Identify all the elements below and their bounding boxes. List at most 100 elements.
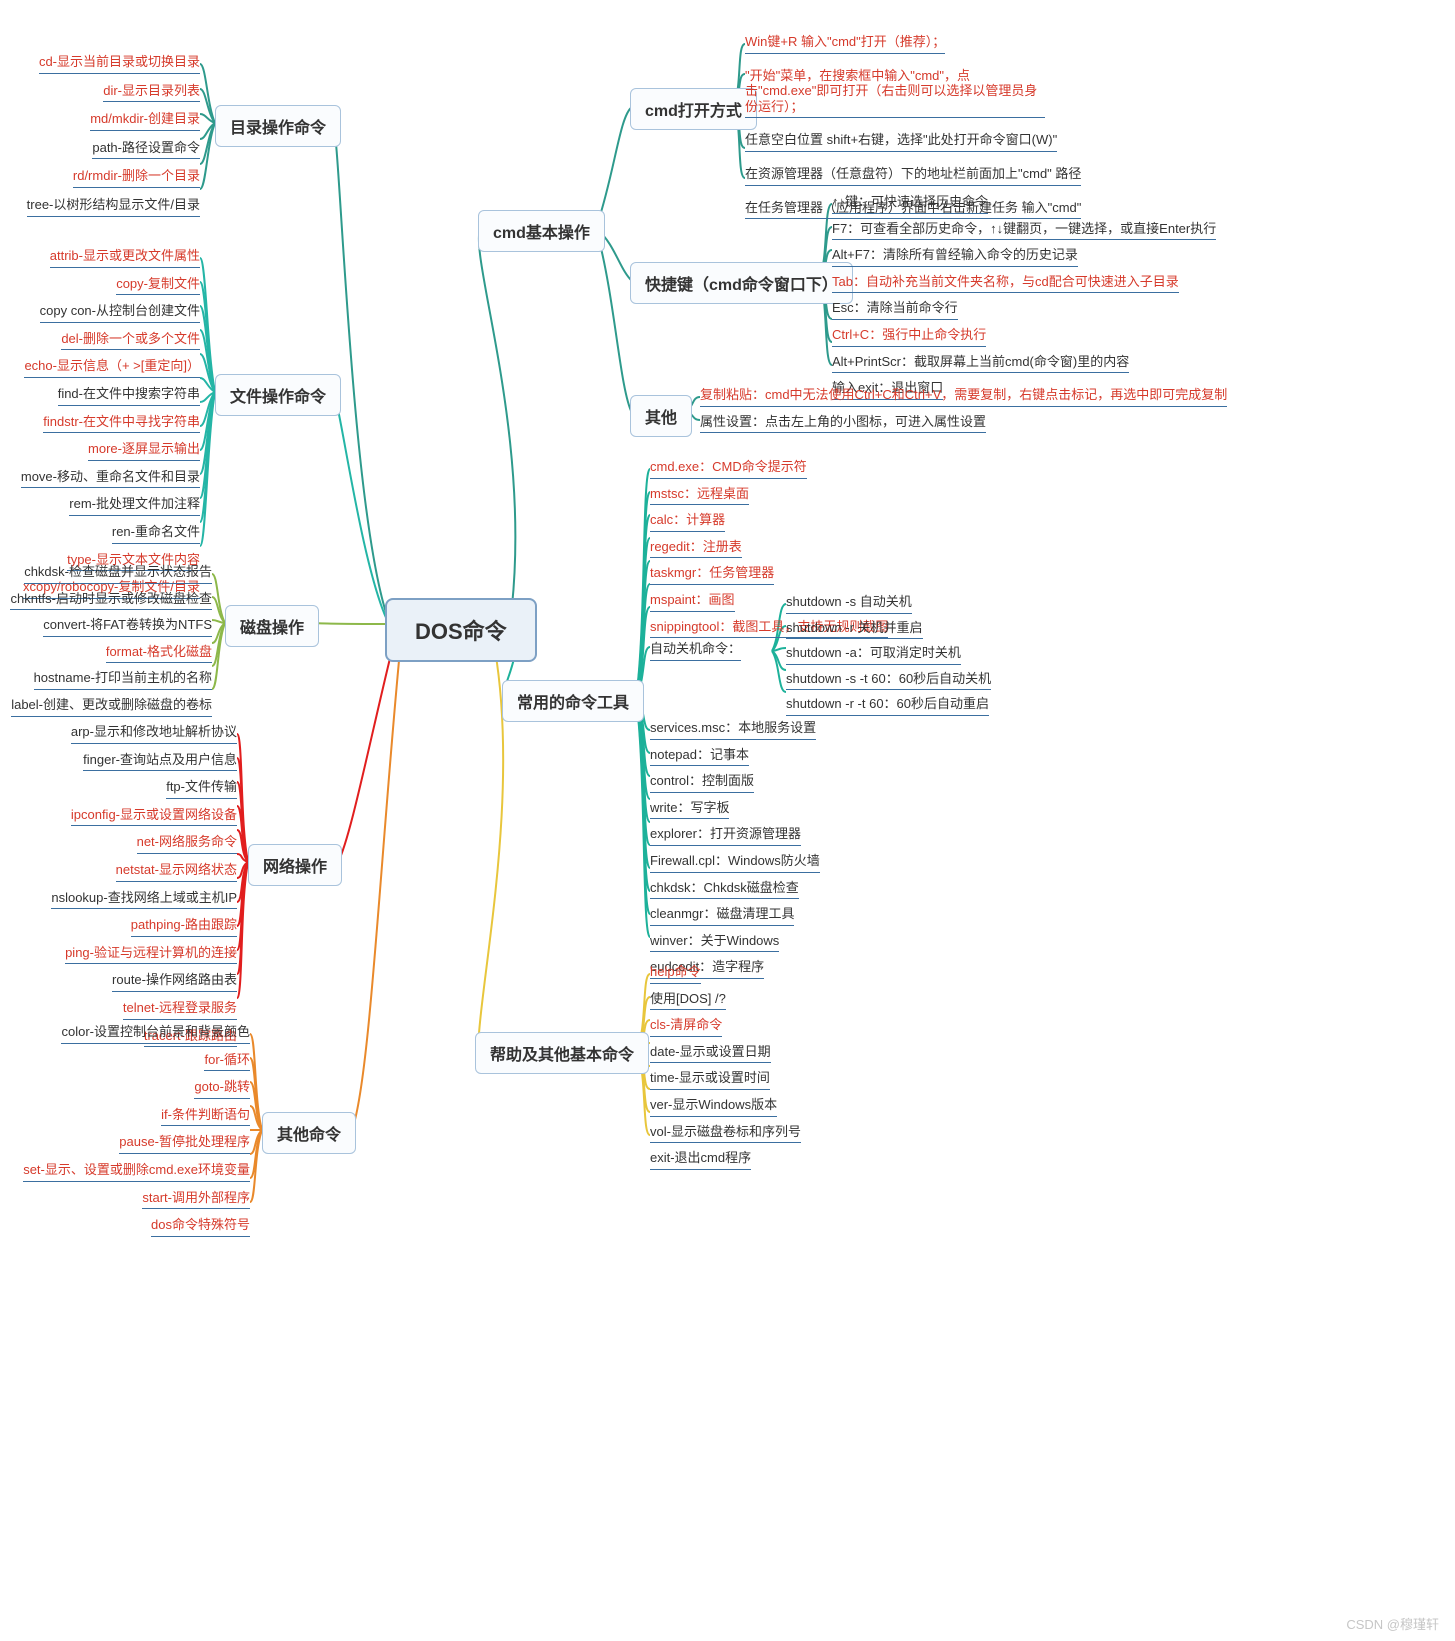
leaf-item: regedit：注册表 bbox=[650, 535, 742, 559]
leaf-column: arp-显示和修改地址解析协议finger-查询站点及用户信息ftp-文件传输i… bbox=[51, 720, 237, 1051]
leaf-item: write：写字板 bbox=[650, 796, 729, 820]
category-node: 其他命令 bbox=[262, 1112, 356, 1154]
leaf-item: route-操作网络路由表 bbox=[112, 968, 237, 992]
leaf-column: color-设置控制台前景和背景颜色for-循环goto-跳转if-条件判断语句… bbox=[23, 1020, 250, 1241]
watermark-text: CSDN @穆瑾轩 bbox=[1346, 1614, 1439, 1633]
leaf-item: chkdsk：Chkdsk磁盘检查 bbox=[650, 876, 799, 900]
leaf-item: mstsc：远程桌面 bbox=[650, 482, 749, 506]
category-node: cmd打开方式 bbox=[630, 88, 757, 130]
leaf-item: color-设置控制台前景和背景颜色 bbox=[61, 1020, 250, 1044]
leaf-item: if-条件判断语句 bbox=[161, 1103, 250, 1127]
leaf-item: rd/rmdir-删除一个目录 bbox=[73, 164, 200, 188]
leaf-column: services.msc：本地服务设置 notepad：记事本control：控制… bbox=[650, 716, 820, 982]
leaf-item: 属性设置：点击左上角的小图标，可进入属性设置 bbox=[700, 410, 986, 434]
leaf-item: pathping-路由跟踪 bbox=[131, 913, 237, 937]
leaf-item: vol-显示磁盘卷标和序列号 bbox=[650, 1120, 801, 1144]
leaf-column: shutdown -s 自动关机shutdown -r 关机并重启shutdow… bbox=[786, 590, 991, 718]
leaf-item: Alt+F7：清除所有曾经输入命令的历史记录 bbox=[832, 243, 1078, 267]
leaf-item: finger-查询站点及用户信息 bbox=[83, 748, 237, 772]
leaf-item: exit-退出cmd程序 bbox=[650, 1146, 751, 1170]
leaf-item: copy con-从控制台创建文件 bbox=[40, 299, 200, 323]
root-label: DOS命令 bbox=[415, 619, 507, 644]
leaf-item: shutdown -a：可取消定时关机 bbox=[786, 641, 961, 665]
leaf-item: ↑↓键：可快速选择历史命令 bbox=[832, 190, 988, 214]
leaf-item: services.msc：本地服务设置 bbox=[650, 716, 816, 740]
leaf-item: rem-批处理文件加注释 bbox=[69, 492, 200, 516]
leaf-item: telnet-远程登录服务 bbox=[123, 996, 237, 1020]
category-node: 其他 bbox=[630, 395, 692, 437]
leaf-item: tree-以树形结构显示文件/目录 bbox=[27, 193, 200, 217]
leaf-item: explorer：打开资源管理器 bbox=[650, 822, 801, 846]
leaf-item: ping-验证与远程计算机的连接 bbox=[65, 941, 237, 965]
leaf-item: nslookup-查找网络上域或主机IP bbox=[51, 886, 237, 910]
leaf-column: attrib-显示或更改文件属性 copy-复制文件 copy con-从控制台创建… bbox=[21, 244, 200, 603]
leaf-item: F7：可查看全部历史命令，↑↓键翻页，一键选择，或直接Enter执行 bbox=[832, 217, 1216, 241]
category-node: 快捷键（cmd命令窗口下） bbox=[630, 262, 853, 304]
leaf-item: cleanmgr：磁盘清理工具 bbox=[650, 902, 794, 926]
leaf-column: cd-显示当前目录或切换目录 dir-显示目录列表 md/mkdir-创建目录 pat… bbox=[27, 50, 200, 222]
leaf-item: date-显示或设置日期 bbox=[650, 1040, 771, 1064]
leaf-item: 在资源管理器（任意盘符）下的地址栏前面加上"cmd" 路径 bbox=[745, 162, 1081, 186]
category-node: 目录操作命令 bbox=[215, 105, 341, 147]
leaf-item: md/mkdir-创建目录 bbox=[90, 107, 200, 131]
leaf-item: calc：计算器 bbox=[650, 508, 725, 532]
category-node: 文件操作命令 bbox=[215, 374, 341, 416]
leaf-item: 复制粘贴：cmd中无法使用Ctrl+C和Ctrl+V，需要复制，右键点击标记，再… bbox=[700, 383, 1227, 407]
leaf-item: winver：关于Windows bbox=[650, 929, 779, 953]
leaf-item: Tab：自动补充当前文件夹名称，与cd配合可快速进入子目录 bbox=[832, 270, 1179, 294]
leaf-item: 使用[DOS] /? bbox=[650, 987, 726, 1011]
leaf-item: ftp-文件传输 bbox=[166, 775, 237, 799]
leaf-item: shutdown -s 自动关机 bbox=[786, 590, 912, 614]
leaf-item: Alt+PrintScr：截取屏幕上当前cmd(命令窗)里的内容 bbox=[832, 350, 1129, 374]
leaf-item: net-网络服务命令 bbox=[137, 830, 237, 854]
leaf-item: find-在文件中搜索字符串 bbox=[58, 382, 200, 406]
leaf-item: netstat-显示网络状态 bbox=[116, 858, 237, 882]
root-node: DOS命令 bbox=[385, 598, 537, 662]
leaf-item: pause-暂停批处理程序 bbox=[119, 1130, 250, 1154]
leaf-item: move-移动、重命名文件和目录 bbox=[21, 465, 200, 489]
leaf-item: path-路径设置命令 bbox=[92, 136, 200, 160]
leaf-item: for-循环 bbox=[204, 1048, 250, 1072]
leaf-item: del-删除一个或多个文件 bbox=[61, 327, 200, 351]
leaf-item: label-创建、更改或删除磁盘的卷标 bbox=[11, 693, 212, 717]
leaf-item: shutdown -r 关机并重启 bbox=[786, 616, 923, 640]
leaf-item: dos命令特殊符号 bbox=[151, 1213, 250, 1237]
leaf-item: hostname-打印当前主机的名称 bbox=[34, 666, 212, 690]
leaf-item: notepad：记事本 bbox=[650, 743, 749, 767]
category-node: 常用的命令工具 bbox=[502, 680, 644, 722]
leaf-item: attrib-显示或更改文件属性 bbox=[50, 244, 200, 268]
leaf-item: dir-显示目录列表 bbox=[103, 79, 200, 103]
leaf-item: Win键+R 输入"cmd"打开（推荐）； bbox=[745, 30, 945, 54]
category-node: 自动关机命令： bbox=[650, 635, 741, 661]
leaf-item: 任意空白位置 shift+右键，选择"此处打开命令窗口(W)" bbox=[745, 128, 1057, 152]
leaf-item: Firewall.cpl：Windows防火墙 bbox=[650, 849, 820, 873]
leaf-item: copy-复制文件 bbox=[116, 272, 200, 296]
leaf-item: start-调用外部程序 bbox=[142, 1186, 250, 1210]
leaf-item: format-格式化磁盘 bbox=[106, 640, 212, 664]
leaf-column: help命令使用[DOS] /?cls-清屏命令date-显示或设置日期time… bbox=[650, 960, 801, 1173]
leaf-item: control：控制面版 bbox=[650, 769, 754, 793]
leaf-item: chkdsk-检查磁盘并显示状态报告 bbox=[24, 560, 212, 584]
leaf-item: shutdown -r -t 60：60秒后自动重启 bbox=[786, 692, 989, 716]
leaf-column: 复制粘贴：cmd中无法使用Ctrl+C和Ctrl+V，需要复制，右键点击标记，再… bbox=[700, 383, 1227, 436]
leaf-item: findstr-在文件中寻找字符串 bbox=[43, 410, 200, 434]
leaf-item: help命令 bbox=[650, 960, 701, 984]
leaf-item: ren-重命名文件 bbox=[112, 520, 200, 544]
leaf-item: Esc：清除当前命令行 bbox=[832, 296, 958, 320]
leaf-item: cls-清屏命令 bbox=[650, 1013, 722, 1037]
leaf-item: more-逐屏显示输出 bbox=[88, 437, 200, 461]
leaf-item: taskmgr：任务管理器 bbox=[650, 561, 774, 585]
leaf-item: chkntfs-启动时显示或修改磁盘检查 bbox=[10, 587, 212, 611]
leaf-item: cd-显示当前目录或切换目录 bbox=[39, 50, 200, 74]
leaf-item: shutdown -s -t 60：60秒后自动关机 bbox=[786, 667, 991, 691]
category-node: cmd基本操作 bbox=[478, 210, 605, 252]
leaf-item: arp-显示和修改地址解析协议 bbox=[71, 720, 237, 744]
category-node: 磁盘操作 bbox=[225, 605, 319, 647]
leaf-item: cmd.exe：CMD命令提示符 bbox=[650, 455, 807, 479]
category-node: 帮助及其他基本命令 bbox=[475, 1032, 649, 1074]
leaf-item: convert-将FAT卷转换为NTFS bbox=[43, 613, 212, 637]
leaf-column: chkdsk-检查磁盘并显示状态报告 chkntfs-启动时显示或修改磁盘检查co… bbox=[10, 560, 212, 720]
leaf-item: Ctrl+C：强行中止命令执行 bbox=[832, 323, 986, 347]
leaf-column: ↑↓键：可快速选择历史命令 F7：可查看全部历史命令，↑↓键翻页，一键选择，或直接… bbox=[832, 190, 1216, 403]
leaf-item: "开始"菜单，在搜索框中输入"cmd"，点击"cmd.exe"即可打开（右击则可… bbox=[745, 64, 1045, 119]
